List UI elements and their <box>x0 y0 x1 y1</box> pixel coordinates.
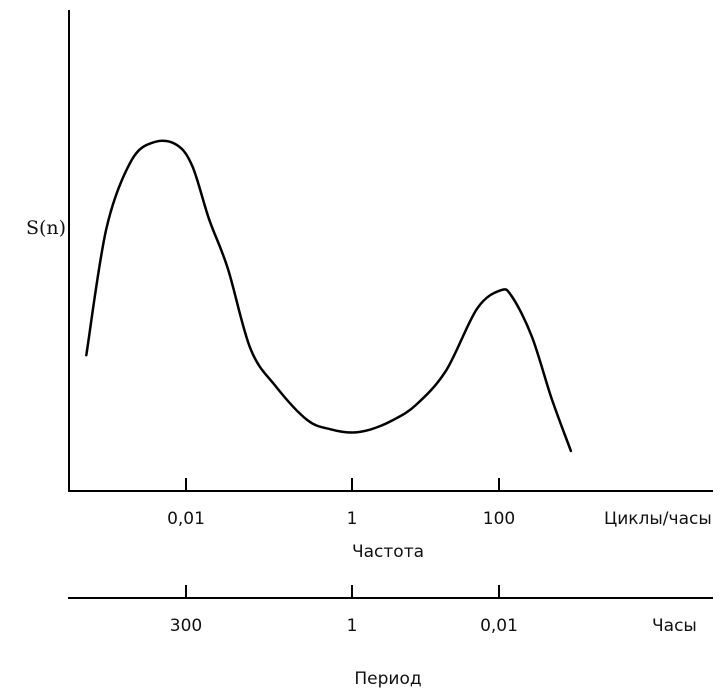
frequency-tick-label: 100 <box>483 509 515 529</box>
frequency-tick-label: 0,01 <box>167 509 205 529</box>
spectrum-curve <box>85 139 573 453</box>
period-axis-title: Период <box>354 669 421 689</box>
period-ticks: 300 1 0,01 <box>170 585 518 636</box>
period-tick-label: 1 <box>347 616 358 636</box>
frequency-axis-title: Частота <box>352 542 424 562</box>
frequency-ticks: 0,01 1 100 <box>167 478 515 529</box>
frequency-unit-label: Циклы/часы <box>604 509 712 529</box>
frequency-tick-label: 1 <box>347 509 358 529</box>
period-tick-label: 0,01 <box>480 616 518 636</box>
y-axis-label: S(n) <box>26 217 66 239</box>
period-unit-label: Часы <box>652 616 697 636</box>
period-tick-label: 300 <box>170 616 202 636</box>
